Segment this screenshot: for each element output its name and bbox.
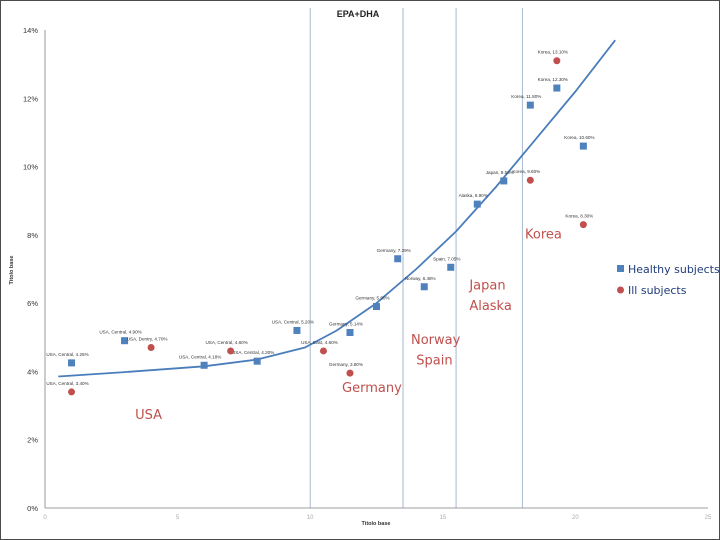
region-label: Japan: [468, 278, 505, 293]
y-tick-label: 8%: [27, 231, 38, 240]
x-tick-label: 15: [439, 515, 446, 521]
point-label: Germany, 5.14%: [329, 322, 363, 327]
x-tick-labels: 0 5 10 15 20 25: [43, 515, 712, 521]
point-label: Germany, 3.80%: [329, 362, 363, 367]
healthy-point: [420, 283, 428, 291]
legend-marker-healthy: [617, 265, 624, 272]
y-tick-label: 12%: [23, 94, 38, 103]
point-label: Korea, 13.10%: [538, 50, 568, 55]
point-label: Korea, 9.60%: [512, 169, 540, 174]
healthy-point: [473, 200, 481, 208]
ill-point: [346, 369, 354, 377]
ill-point: [147, 344, 155, 352]
ill-point: [227, 347, 235, 355]
point-label: Korea, 12.30%: [538, 77, 568, 82]
region-label: Norway: [411, 333, 461, 348]
point-label: USA, Central, 3.40%: [46, 381, 88, 386]
point-label: USA, Central, 4.90%: [99, 330, 141, 335]
legend: Healthy subjects Ill subjects: [617, 263, 720, 297]
point-label: USA, Central, 4.18%: [179, 354, 221, 359]
point-label: USA, East, 4.60%: [301, 340, 338, 345]
x-axis-label: Titolo base: [362, 521, 391, 527]
x-tick-label: 10: [307, 515, 314, 521]
ill-point: [319, 347, 327, 355]
ill-point: [553, 57, 561, 65]
point-label: USA, Central, 4.25%: [46, 352, 88, 357]
healthy-point: [68, 359, 76, 367]
point-label: Korea, 10.60%: [564, 135, 594, 140]
point-label: Korea, 11.80%: [511, 94, 541, 99]
legend-marker-ill: [617, 286, 624, 294]
healthy-point: [394, 255, 402, 263]
x-tick-label: 5: [176, 515, 180, 521]
point-label: Germany, 7.29%: [377, 248, 411, 253]
point-label: USA, Central, 4.60%: [205, 340, 247, 345]
healthy-point: [579, 142, 587, 150]
y-axis-label: Titolo base: [9, 256, 15, 285]
y-tick-label: 14%: [23, 26, 38, 35]
ill-point: [526, 176, 534, 184]
legend-label-healthy: Healthy subjects: [628, 263, 720, 276]
healthy-point: [200, 361, 208, 369]
healthy-point: [526, 101, 534, 109]
region-label: Spain: [416, 354, 452, 369]
healthy-point: [293, 326, 301, 334]
y-tick-label: 0%: [27, 504, 38, 513]
chart-title: EPA+DHA: [337, 9, 380, 19]
y-tick-labels: 0% 2% 4% 6% 8% 10% 12% 14%: [23, 26, 38, 513]
healthy-point: [121, 337, 129, 345]
point-label: USA, Central, 5.20%: [272, 319, 314, 324]
legend-label-ill: Ill subjects: [628, 284, 687, 297]
region-label: Korea: [525, 227, 562, 242]
region-annotations: USA Germany Norway Spain Japan Alaska Korea: [135, 227, 562, 423]
point-label: Alaska, 8.90%: [459, 193, 488, 198]
healthy-point: [553, 84, 561, 92]
region-label: USA: [135, 408, 162, 423]
healthy-point: [373, 303, 380, 311]
region-label: Germany: [342, 381, 402, 396]
point-label: Germany, 5.90%: [355, 296, 389, 301]
x-tick-label: 25: [705, 515, 712, 521]
x-tick-label: 0: [43, 515, 47, 521]
ill-point: [579, 221, 587, 229]
healthy-point: [447, 263, 455, 271]
point-label: Norway, 6.48%: [405, 276, 436, 281]
x-tick-label: 20: [572, 515, 579, 521]
point-label: USA, Central, 4.30%: [232, 350, 274, 355]
healthy-point: [346, 329, 354, 337]
y-tick-label: 6%: [27, 299, 38, 308]
point-label: Japan, 9.58%: [486, 170, 514, 175]
ill-point: [68, 388, 76, 396]
y-tick-label: 10%: [23, 163, 38, 172]
healthy-point: [253, 357, 261, 365]
data-points: USA, Central, 4.25% USA, Central, 4.90% US…: [46, 50, 595, 396]
y-tick-label: 2%: [27, 436, 38, 445]
point-label: Korea, 8.30%: [565, 214, 593, 219]
y-tick-label: 4%: [27, 367, 38, 376]
region-label: Alaska: [469, 299, 512, 314]
healthy-point: [500, 177, 508, 185]
point-label: USA, Dentry, 4.70%: [127, 337, 168, 342]
point-label: Spain, 7.05%: [433, 256, 460, 261]
reference-lines: [309, 8, 523, 508]
